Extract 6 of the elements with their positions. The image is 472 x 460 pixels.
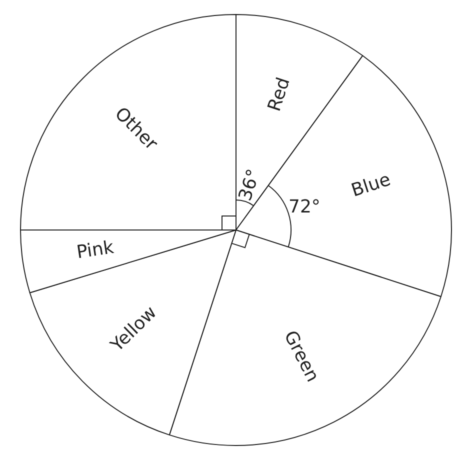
slice-label: Blue: [348, 169, 394, 202]
text: 36°: [234, 166, 265, 204]
slice-label: Red: [264, 74, 294, 114]
slice-label: Green: [280, 327, 324, 386]
slice-label: Pink: [75, 236, 116, 264]
text: 72°: [288, 196, 320, 218]
